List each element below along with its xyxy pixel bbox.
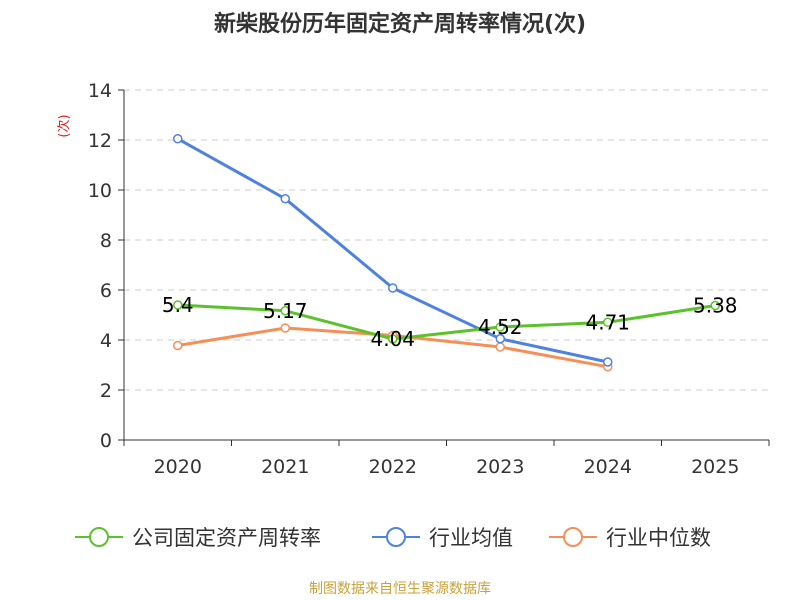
grid-layer	[124, 89, 769, 391]
data-label: 5.4	[162, 293, 194, 317]
y-tick-label: 6	[100, 280, 112, 302]
y-axis-label: (次)	[56, 114, 72, 137]
data-point	[495, 334, 505, 344]
x-tick-label: 2021	[261, 456, 309, 478]
data-label-layer: 5.4 5.17 4.04 4.52 4.71 5.38	[162, 293, 738, 351]
data-point	[603, 317, 613, 327]
x-tick-label: 2020	[154, 456, 202, 478]
y-tick-label: 2	[100, 380, 112, 402]
series-line-0	[177, 303, 716, 341]
legend-item: 行业均值	[372, 526, 513, 550]
data-point	[173, 300, 183, 310]
data-point	[388, 334, 398, 344]
y-tick-label: 10	[88, 180, 112, 202]
data-point	[710, 300, 720, 311]
data-point	[603, 357, 613, 367]
y-tick-label: 4	[100, 330, 112, 352]
data-point	[280, 306, 290, 316]
legend-marker	[563, 527, 583, 547]
x-tick-label: 2024	[584, 456, 632, 478]
y-tick-label: 8	[100, 230, 112, 252]
data-label: 5.38	[693, 294, 738, 318]
legend-label: 行业均值	[429, 526, 513, 550]
data-label: 4.04	[370, 327, 415, 351]
legend: 公司固定资产周转率 行业均值 行业中位数	[75, 526, 711, 550]
series-layer	[173, 134, 720, 372]
legend-item: 公司固定资产周转率	[75, 526, 321, 550]
source-note: 制图数据来自恒生聚源数据库	[309, 581, 491, 597]
chart-title: 新柴股份历年固定资产周转率情况(次)	[213, 12, 587, 37]
data-point	[495, 342, 505, 352]
data-point	[280, 194, 290, 204]
x-tick-label: 2025	[691, 456, 739, 478]
legend-label: 公司固定资产周转率	[132, 526, 321, 550]
data-label: 5.17	[263, 299, 308, 323]
y-tick-label: 12	[88, 130, 112, 152]
legend-item: 行业中位数	[549, 526, 711, 550]
x-tick-label: 2023	[476, 456, 524, 478]
data-point	[173, 134, 183, 144]
data-point	[280, 323, 290, 333]
data-label: 4.52	[478, 315, 523, 339]
axis-layer: 0 2 4 6 8 10 12 14 2020 2021 2022 2023 2024 2025 (次)	[56, 80, 770, 478]
y-tick-label: 14	[88, 80, 112, 102]
data-point	[173, 340, 183, 351]
x-tick-label: 2022	[369, 456, 417, 478]
data-label: 4.71	[585, 310, 630, 334]
data-point	[388, 283, 398, 293]
y-tick-label: 0	[100, 430, 112, 452]
legend-marker	[386, 527, 406, 547]
legend-marker	[89, 527, 109, 547]
legend-label: 行业中位数	[606, 526, 711, 550]
data-point	[495, 322, 505, 332]
